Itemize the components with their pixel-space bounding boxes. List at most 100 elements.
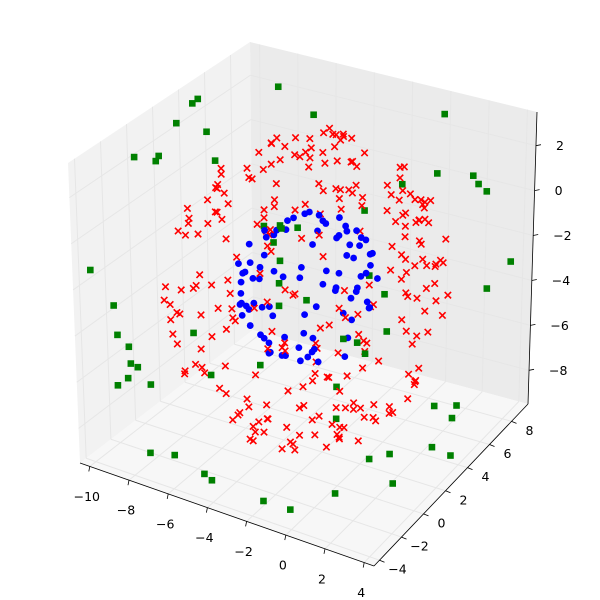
data-point-inner <box>322 220 330 227</box>
data-point-middle <box>398 186 407 195</box>
data-point-middle <box>319 148 327 157</box>
data-point-middle <box>304 163 313 171</box>
data-point-inner <box>309 334 317 342</box>
data-point-inner <box>269 312 277 320</box>
data-point-middle <box>363 339 371 347</box>
data-point-middle <box>301 200 310 209</box>
data-point-inner <box>312 303 320 311</box>
grid-line-y-left <box>126 124 137 421</box>
x-tick <box>166 493 169 499</box>
data-point-middle <box>397 250 406 259</box>
data-point-middle <box>295 431 304 439</box>
data-point-middle <box>270 202 279 211</box>
grid-line-y-left <box>100 141 112 440</box>
data-point-middle <box>417 195 425 204</box>
data-point-middle <box>335 387 344 396</box>
data-point-middle <box>266 225 275 234</box>
data-point-inner <box>342 222 350 230</box>
data-point-middle <box>385 402 394 411</box>
data-point-middle <box>218 215 226 224</box>
data-point-middle <box>397 275 406 284</box>
data-point-outer <box>110 302 117 309</box>
data-point-middle <box>395 196 403 204</box>
data-point-inner <box>350 254 358 262</box>
data-point-middle <box>270 196 279 204</box>
data-point-middle <box>369 413 377 422</box>
data-point-middle <box>228 305 236 313</box>
data-point-middle <box>284 387 292 395</box>
data-point-middle <box>442 235 450 243</box>
data-point-middle <box>297 234 306 243</box>
data-point-middle <box>295 404 304 412</box>
data-point-outer <box>332 415 340 423</box>
data-point-outer <box>208 476 216 484</box>
data-point-middle <box>340 286 349 295</box>
data-point-middle <box>424 328 432 336</box>
grid-line-x-floor <box>324 391 483 550</box>
data-point-middle <box>397 316 406 324</box>
data-point-middle <box>325 321 333 329</box>
grid-line-x-back <box>297 53 300 343</box>
data-point-inner <box>279 273 287 281</box>
z-tick <box>531 279 537 281</box>
data-point-middle <box>333 157 341 165</box>
data-point-outer <box>448 414 456 422</box>
data-point-inner <box>336 214 343 221</box>
data-point-middle <box>234 411 242 419</box>
x-tick-label: −4 <box>195 530 213 545</box>
data-point-middle <box>281 347 289 355</box>
grid-line-y-floor <box>110 438 402 538</box>
data-point-middle <box>166 315 175 324</box>
x-tick-label: 2 <box>318 571 326 586</box>
data-point-middle <box>337 205 345 213</box>
data-point-middle <box>396 174 404 182</box>
data-point-middle <box>267 139 276 148</box>
data-point-middle <box>263 414 272 423</box>
grid-line-x-back <box>371 72 375 363</box>
data-point-inner <box>297 357 304 365</box>
data-point-outer <box>130 153 138 161</box>
grid-line-x-floor <box>207 361 373 509</box>
data-point-middle <box>296 152 304 161</box>
data-point-middle <box>315 179 323 188</box>
y-axis-line <box>373 403 529 567</box>
data-point-outer <box>483 285 491 292</box>
data-point-outer <box>201 470 208 478</box>
data-point-middle <box>325 124 334 133</box>
data-point-inner <box>352 288 360 296</box>
data-point-middle <box>352 162 361 171</box>
data-point-inner <box>295 344 303 352</box>
data-point-middle <box>315 231 323 239</box>
left-pane <box>68 42 253 463</box>
x-tick-label: −2 <box>234 544 252 559</box>
data-point-outer <box>453 402 460 409</box>
data-point-middle <box>281 286 289 294</box>
grid-line-z-back <box>250 119 535 192</box>
y-tick-label: −4 <box>388 562 406 577</box>
grid-line-x-floor <box>89 332 263 467</box>
grid-line-x-floor <box>363 401 520 563</box>
data-point-middle <box>251 371 260 379</box>
data-point-outer <box>270 239 277 246</box>
data-point-middle <box>169 330 177 338</box>
data-point-middle <box>399 211 407 220</box>
data-point-inner <box>357 234 365 241</box>
data-point-middle <box>404 370 413 379</box>
data-point-middle <box>243 395 251 403</box>
data-point-inner <box>319 280 327 288</box>
data-point-inner <box>270 267 278 275</box>
data-point-middle <box>268 327 276 336</box>
grid-line-x-back <box>518 109 528 402</box>
data-point-middle <box>388 242 396 251</box>
data-point-middle <box>307 144 316 152</box>
data-point-middle <box>197 345 205 353</box>
data-point-middle <box>401 222 410 231</box>
data-point-middle <box>336 136 345 144</box>
data-point-middle <box>354 437 363 445</box>
data-point-middle <box>321 159 329 167</box>
data-point-middle <box>418 255 427 264</box>
data-point-middle <box>197 311 205 319</box>
data-point-middle <box>311 431 319 439</box>
data-point-outer <box>260 497 267 505</box>
data-point-inner <box>281 333 288 341</box>
